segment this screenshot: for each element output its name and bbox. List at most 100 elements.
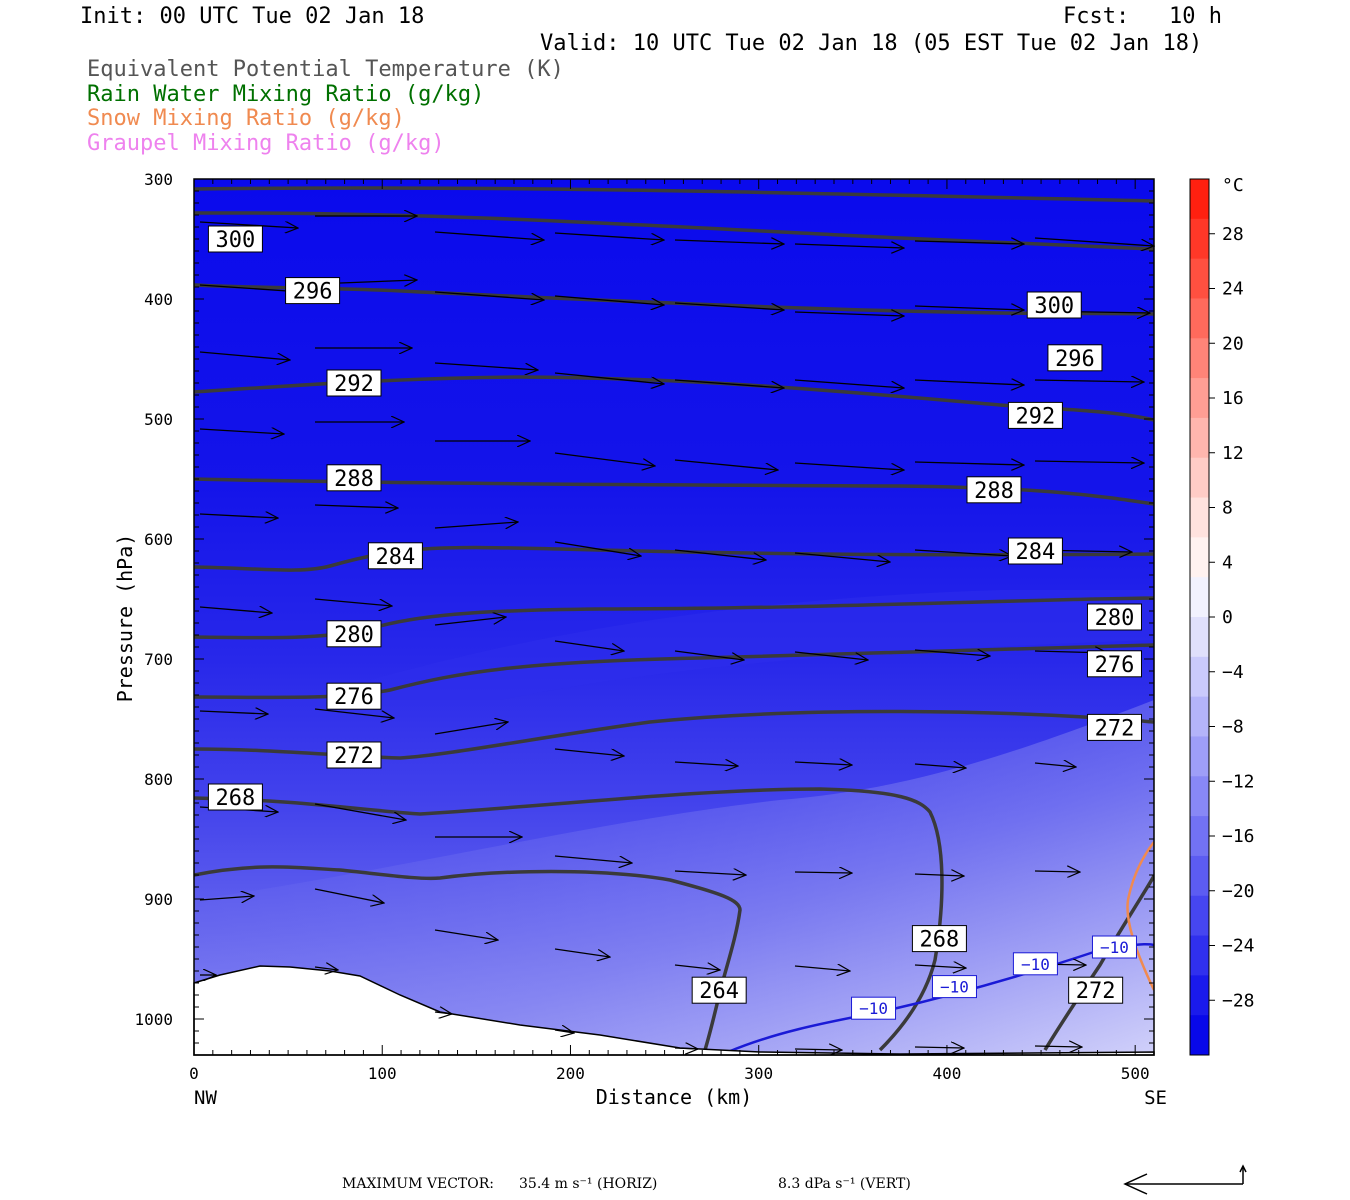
- colorbar-swatch: [1190, 617, 1209, 658]
- temperature-shading: [194, 179, 1154, 1055]
- isotherm-label: −10: [1091, 935, 1137, 959]
- colorbar-tick-label: 20: [1222, 333, 1244, 354]
- x-tick-label: 400: [932, 1064, 961, 1083]
- colorbar-tick-label: −24: [1222, 936, 1255, 957]
- y-axis-title: Pressure (hPa): [113, 534, 137, 703]
- legend-snow: Snow Mixing Ratio (g/kg): [87, 106, 405, 131]
- colorbar-tick-label: 12: [1222, 443, 1244, 464]
- theta-e-label-text: 272: [334, 744, 374, 769]
- theta-e-contour-labels: 300 296 292 288 284 280 276 272 268 264 268 272 300 2…: [207, 225, 1142, 1004]
- theta-e-label-box: [911, 925, 967, 953]
- colorbar-tick-label: 28: [1222, 224, 1244, 245]
- isotherm-label-box: [1012, 952, 1058, 976]
- theta-e-label-box: [326, 464, 382, 492]
- theta-e-label-box: [207, 783, 263, 811]
- colorbar-tick-label: −4: [1222, 662, 1244, 683]
- colorbar-swatch: [1190, 298, 1209, 339]
- theta-e-label-text: 292: [1016, 404, 1056, 429]
- theta-e-label: 280: [1086, 603, 1142, 631]
- y-tick-label: 600: [144, 530, 173, 549]
- isotherm-label-text: −10: [940, 978, 969, 997]
- theta-e-label-box: [1068, 976, 1124, 1004]
- theta-e-label: 288: [966, 476, 1022, 504]
- theta-e-label-text: 284: [1016, 540, 1056, 565]
- colorbar-swatch: [1190, 218, 1209, 260]
- colorbar-tick-label: −12: [1222, 771, 1255, 792]
- colorbar-swatch: [1190, 258, 1209, 299]
- legend-theta-e: Equivalent Potential Temperature (K): [87, 57, 564, 82]
- theta-e-label: 288: [326, 464, 382, 492]
- theta-e-label-text: 272: [1076, 979, 1116, 1004]
- theta-e-label-text: 280: [1095, 606, 1135, 631]
- colorbar-swatch: [1190, 776, 1209, 817]
- theta-e-label: 284: [1007, 537, 1063, 565]
- x-tick-label: 200: [556, 1064, 585, 1083]
- colorbar-swatch: [1190, 417, 1209, 459]
- colorbar-swatch: [1190, 1015, 1209, 1056]
- theta-e-label-box: [207, 225, 263, 253]
- theta-e-label-box: [1007, 401, 1063, 429]
- colorbar-tick-label: 16: [1222, 388, 1244, 409]
- y-tick-label: 400: [144, 290, 173, 309]
- theta-e-label-text: 296: [293, 280, 333, 305]
- theta-e-label: 292: [1007, 401, 1063, 429]
- colorbar-swatch: [1190, 736, 1209, 777]
- colorbar-tick-label: −20: [1222, 881, 1255, 902]
- theta-e-label-box: [1086, 603, 1142, 631]
- colorbar-swatch: [1190, 816, 1209, 857]
- y-tick-label: 1000: [134, 1010, 173, 1029]
- wind-vectors: [199, 216, 1154, 1050]
- theta-e-label-text: 288: [974, 479, 1014, 504]
- reference-vector-icon: [1123, 1164, 1247, 1195]
- theta-e-label: 272: [1068, 976, 1124, 1004]
- theta-e-label: 272: [1086, 713, 1142, 741]
- colorbar-swatch: [1190, 935, 1209, 976]
- isotherm-label: −10: [931, 975, 977, 999]
- theta-e-label-text: 276: [1095, 653, 1135, 678]
- colorbar-swatch: [1190, 696, 1209, 737]
- x-tick-label: 500: [1121, 1064, 1150, 1083]
- x-axis-title: Distance (km): [596, 1085, 753, 1109]
- theta-e-label-box: [326, 682, 382, 710]
- theta-e-label-box: [326, 620, 382, 648]
- colorbar-swatch: [1190, 656, 1209, 698]
- isotherm-label-text: −10: [1021, 955, 1050, 974]
- colorbar-swatch: [1190, 457, 1209, 499]
- theta-e-label-text: 264: [699, 979, 739, 1004]
- colorbar-swatch: [1190, 378, 1209, 419]
- theta-e-label-box: [1047, 344, 1103, 372]
- theta-e-label-box: [1026, 291, 1082, 319]
- theta-e-label: 268: [911, 925, 967, 953]
- theta-e-label: 300: [207, 225, 263, 253]
- theta-e-label-text: 284: [376, 545, 416, 570]
- theta-e-label: 300: [1026, 291, 1082, 319]
- theta-e-label-text: 268: [920, 928, 960, 953]
- colorbar-swatch: [1190, 577, 1209, 618]
- x-axis: 0 100 200 300 400 500: [189, 179, 1155, 1083]
- colorbar-tick-label: 8: [1222, 498, 1233, 519]
- theta-e-label-box: [966, 476, 1022, 504]
- forecast-hour: Fcst: 10 h: [1063, 4, 1222, 29]
- theta-e-label-box: [1007, 537, 1063, 565]
- max-vector-vert: 8.3 dPa s⁻¹ (VERT): [778, 1176, 911, 1192]
- theta-e-label: 280: [326, 620, 382, 648]
- isotherm-label-box: [851, 996, 897, 1020]
- theta-e-label: 276: [1086, 650, 1142, 678]
- y-axis: 300 400 500 600 700 800 900 1000: [134, 170, 1154, 1056]
- init-time: Init: 00 UTC Tue 02 Jan 18: [80, 4, 425, 29]
- colorbar-tick-label: 0: [1222, 607, 1233, 628]
- theta-e-label: 292: [326, 369, 382, 397]
- isotherm-label-box: [931, 975, 977, 999]
- max-vector-horiz: 35.4 m s⁻¹ (HORIZ): [519, 1176, 658, 1192]
- max-vector-label: MAXIMUM VECTOR:: [342, 1176, 494, 1192]
- theta-e-label: 296: [1047, 344, 1103, 372]
- theta-e-label-box: [326, 369, 382, 397]
- colorbar-tick-label: 24: [1222, 279, 1244, 300]
- colorbar-swatch: [1190, 537, 1209, 578]
- colorbar-unit: °C: [1222, 175, 1244, 196]
- colorbar-tick-label: −8: [1222, 717, 1244, 738]
- x-axis-right-end: SE: [1144, 1087, 1167, 1109]
- isotherm-labels: −10 −10 −10 −10: [851, 935, 1137, 1020]
- y-tick-label: 900: [144, 890, 173, 909]
